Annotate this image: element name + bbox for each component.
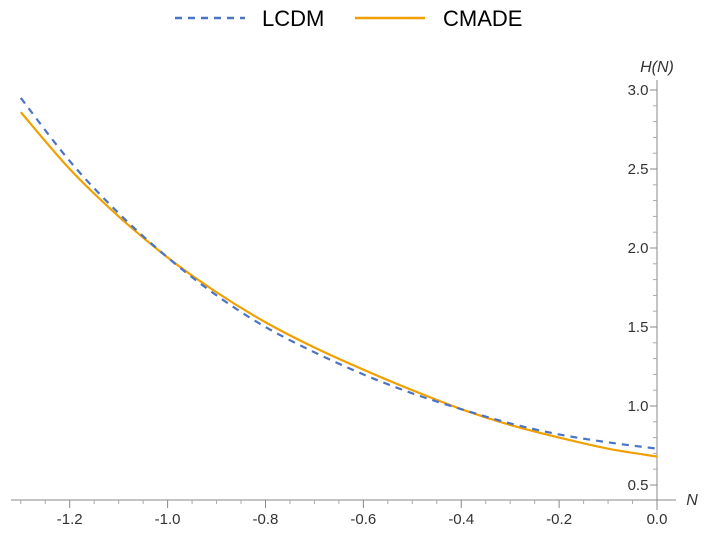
series-line-cmade <box>19 111 658 458</box>
axes: -1.2 -1.0 -0.8 -0.6 -0.4 -0.2 0.0 0.5 1.0 1.5 2.0 2… <box>11 59 698 528</box>
x-tick-label: -0.2 <box>546 511 572 528</box>
x-tick-label: -0.4 <box>448 511 474 528</box>
x-tick-label: -1.2 <box>57 511 83 528</box>
y-tick-label: 2.5 <box>628 161 649 178</box>
legend: LCDM CMADE <box>175 6 522 31</box>
y-tick-label: 3.0 <box>628 82 649 99</box>
y-tick-label: 2.0 <box>628 240 649 257</box>
legend-label-cmade: CMADE <box>443 6 522 31</box>
series-line-lcdm <box>19 97 658 450</box>
x-tick-label: -0.8 <box>253 511 279 528</box>
y-tick-label: 1.0 <box>628 398 649 415</box>
y-tick-label: 0.5 <box>628 477 649 494</box>
x-tick-label: 0.0 <box>647 511 668 528</box>
x-axis-title: N <box>686 492 698 509</box>
x-tick-label: -1.0 <box>155 511 181 528</box>
x-tick-label: -0.6 <box>350 511 376 528</box>
legend-label-lcdm: LCDM <box>262 6 324 31</box>
y-axis-title: H(N) <box>640 59 674 76</box>
y-tick-label: 1.5 <box>628 319 649 336</box>
plot-area <box>19 97 658 458</box>
